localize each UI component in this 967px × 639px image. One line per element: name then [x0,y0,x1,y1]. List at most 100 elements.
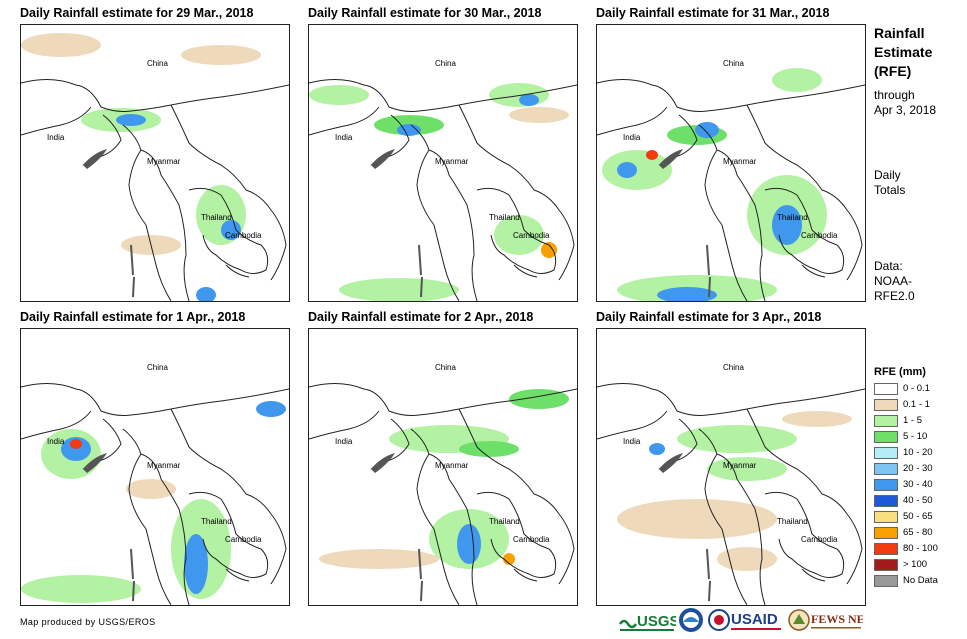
totals-label: Totals [874,183,906,197]
map-canvas [597,68,865,301]
legend-title: RFE (mm) [874,366,926,378]
label-india: India [335,437,353,446]
label-india: India [47,133,65,142]
legend-item: 0.1 - 1 [874,398,930,414]
map-canvas [21,383,289,605]
rainfall-panel-31-mar: Daily Rainfall estimate for 31 Mar., 201… [596,6,866,302]
label-china: China [435,363,456,372]
noaa-logo [679,608,703,632]
legend-item: 50 - 65 [874,510,933,526]
legend-item: 20 - 30 [874,462,933,478]
rainfall-map: China India Myanmar Thailand Cambodia [596,328,866,606]
label-myanmar: Myanmar [435,157,469,166]
legend-item: 30 - 40 [874,478,933,494]
rainfall-panel-2-apr: Daily Rainfall estimate for 2 Apr., 2018… [308,310,578,606]
legend-label: 10 - 20 [903,447,933,458]
map-credit: Map produced by USGS/EROS [20,617,156,627]
legend-label: 40 - 50 [903,495,933,506]
daily-totals: Daily Totals [874,168,905,198]
legend-item: 80 - 100 [874,542,938,558]
rainfall-map: China India Myanmar Thailand Cambodia [20,328,290,606]
usaid-seal [708,609,730,631]
label-india: India [623,437,641,446]
logo-strip: USGS USAID FEWS NET [618,606,863,634]
through-date: through Apr 3, 2018 [874,88,936,118]
usaid-logo: USAID [731,611,781,630]
label-cambodia: Cambodia [801,535,838,544]
legend-swatch [874,559,898,571]
rfe-title-line: (RFE) [874,63,912,79]
label-cambodia: Cambodia [513,535,550,544]
legend-label: 0 - 0.1 [903,383,930,394]
label-cambodia: Cambodia [225,231,262,240]
legend-item: 65 - 80 [874,526,933,542]
legend-item: 10 - 20 [874,446,933,462]
through-label: through [874,88,915,102]
panel-title: Daily Rainfall estimate for 1 Apr., 2018 [20,310,246,324]
label-myanmar: Myanmar [147,157,181,166]
legend-label: No Data [903,575,938,586]
legend-label: 65 - 80 [903,527,933,538]
legend-item: 1 - 5 [874,414,926,430]
map-canvas [309,383,577,605]
rainfall-panel-29-mar: Daily Rainfall estimate for 29 Mar., 201… [20,6,290,302]
map-canvas [309,79,577,301]
legend-swatch [874,575,898,587]
legend-swatch [874,527,898,539]
fews-net-logo-text: FEWS NET [811,612,863,626]
rainfall-panel-3-apr: Daily Rainfall estimate for 3 Apr., 2018… [596,310,866,606]
legend-label: 5 - 10 [903,431,928,442]
label-myanmar: Myanmar [147,461,181,470]
rfe-legend: RFE (mm) 0 - 0.1 0.1 - 1 1 - 5 5 - 10 10 - 2… [874,366,938,590]
daily-label: Daily [874,168,901,182]
legend-swatch [874,495,898,507]
label-thailand: Thailand [489,517,520,526]
fews-net-emblem [788,609,810,631]
panel-title: Daily Rainfall estimate for 2 Apr., 2018 [308,310,534,324]
usgs-logo-text: USGS [637,613,676,630]
label-china: China [723,59,744,68]
rfe-title: Rainfall Estimate (RFE) [874,24,932,81]
rainfall-panel-30-mar: Daily Rainfall estimate for 30 Mar., 201… [308,6,578,302]
label-thailand: Thailand [777,213,808,222]
map-canvas [21,33,289,301]
data-source-line: NOAA- [874,274,913,288]
map-canvas [597,383,865,605]
legend-swatch [874,415,898,427]
legend-label: 50 - 65 [903,511,933,522]
legend-label: 80 - 100 [903,543,938,554]
rainfall-map: China India Myanmar Thailand Cambodia [308,328,578,606]
label-thailand: Thailand [201,213,232,222]
legend-swatch [874,431,898,443]
legend-item: 5 - 10 [874,430,928,446]
panel-title: Daily Rainfall estimate for 30 Mar., 201… [308,6,542,20]
data-source: Data: NOAA- RFE2.0 [874,259,915,304]
label-myanmar: Myanmar [723,461,757,470]
label-china: China [723,363,744,372]
end-date: Apr 3, 2018 [874,103,937,117]
label-myanmar: Myanmar [435,461,469,470]
label-cambodia: Cambodia [801,231,838,240]
usaid-logo-text: USAID [731,611,778,628]
label-china: China [147,363,168,372]
label-cambodia: Cambodia [513,231,550,240]
usgs-logo: USGS [618,613,676,631]
legend-swatch [874,463,898,475]
label-thailand: Thailand [201,517,232,526]
legend-label: 1 - 5 [903,415,923,426]
legend-item: 0 - 0.1 [874,382,930,398]
legend-swatch [874,383,898,395]
legend-label: 30 - 40 [903,479,933,490]
legend-item: No Data [874,574,938,590]
legend-item: > 100 [874,558,927,574]
label-thailand: Thailand [777,517,808,526]
panel-title: Daily Rainfall estimate for 29 Mar., 201… [20,6,254,20]
legend-swatch [874,399,898,411]
panel-title: Daily Rainfall estimate for 31 Mar., 201… [596,6,830,20]
rfe-title-line: Rainfall [874,25,925,41]
label-thailand: Thailand [489,213,520,222]
legend-label: 0.1 - 1 [903,399,930,410]
label-china: China [435,59,456,68]
label-india: India [335,133,353,142]
rainfall-panel-1-apr: Daily Rainfall estimate for 1 Apr., 2018… [20,310,290,606]
